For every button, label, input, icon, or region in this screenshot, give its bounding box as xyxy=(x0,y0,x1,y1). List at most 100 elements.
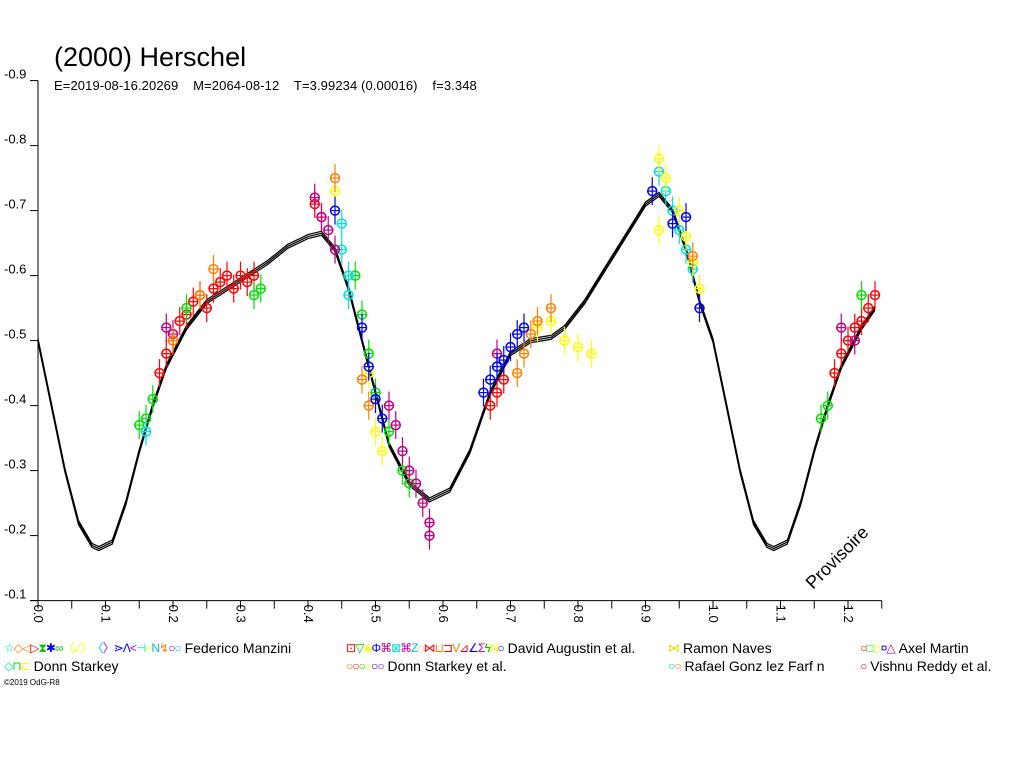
data-point xyxy=(680,231,692,242)
x-tick-label: 0.6 xyxy=(436,605,451,623)
legend-label: Rafael Gonz lez Farf n xyxy=(684,658,825,674)
data-point xyxy=(343,289,354,301)
model-curve xyxy=(37,191,876,552)
data-point xyxy=(248,289,260,301)
data-point xyxy=(694,283,705,294)
data-point xyxy=(849,335,860,346)
axes: -0.9 -0.8 -0.7 -0.6 -0.5 -0.4 -0.3 -0.2 -0.1 0.0 0… xyxy=(4,67,883,623)
data-point xyxy=(370,393,381,405)
data-series xyxy=(140,157,698,446)
data-point xyxy=(134,419,145,431)
data-point xyxy=(478,387,489,398)
x-tick-label: 1.2 xyxy=(841,605,856,623)
data-point xyxy=(370,426,381,437)
legend-marker-icon: ⋈ xyxy=(423,641,436,655)
data-point xyxy=(208,263,219,275)
legend-entry: ○ Vishnu Reddy et al. xyxy=(860,658,1020,674)
x-tick-label: 0.7 xyxy=(504,605,519,623)
legend-label: Donn Starkey xyxy=(33,658,119,674)
data-series xyxy=(161,183,860,550)
data-point xyxy=(836,322,847,333)
data-point xyxy=(404,465,415,476)
legend-marker-icon: ✱ xyxy=(45,641,56,655)
legend-marker-icon: ∞ xyxy=(54,641,64,655)
legend-symbols: ○ ○ xyxy=(668,658,682,674)
legend-marker-icon: ▽ xyxy=(355,641,364,655)
data-point xyxy=(417,497,428,509)
data-point xyxy=(363,361,374,372)
legend-marker-icon: N xyxy=(489,641,499,655)
legend-marker-icon: ○ xyxy=(358,659,366,673)
legend-marker-icon: Σ xyxy=(477,641,485,655)
data-point xyxy=(498,374,509,385)
data-point xyxy=(201,302,212,314)
data-point xyxy=(863,302,874,314)
legend-entry: ◇ ⊓ ⊏ Donn Starkey xyxy=(4,658,344,674)
data-point xyxy=(383,400,395,411)
data-point xyxy=(518,322,530,333)
data-point xyxy=(363,400,374,411)
legend-marker-icon: ○ xyxy=(174,641,181,655)
data-point xyxy=(512,367,523,379)
data-point xyxy=(856,289,867,301)
data-point xyxy=(309,192,320,203)
data-point xyxy=(424,530,435,541)
legend-label: David Augustin et al. xyxy=(507,640,636,656)
data-point xyxy=(255,283,266,294)
data-point xyxy=(647,185,658,197)
y-tick-label: -0.9 xyxy=(4,67,26,82)
data-point xyxy=(228,283,239,294)
data-point xyxy=(329,172,341,184)
data-point xyxy=(316,211,327,223)
legend-marker-icon: 〉 xyxy=(102,641,115,655)
data-point xyxy=(586,348,597,359)
legend: ☆ ◇◁ ▷ ⧗ ✱ ∞ 〈✓〉〈〉 ⋗Λ < ⊣ ⌐ N ↯ ○ ○ Federico Manzini ⊡ ▽ ◈… xyxy=(4,640,1020,674)
data-point xyxy=(167,335,179,346)
data-point xyxy=(869,289,881,301)
legend-marker-icon: ◇◁ xyxy=(13,641,31,655)
data-point xyxy=(235,270,246,281)
data-point xyxy=(208,283,219,294)
data-point xyxy=(221,270,233,281)
data-point xyxy=(559,335,570,346)
data-point xyxy=(829,367,840,379)
data-point xyxy=(680,211,692,223)
x-tick-label: 0.5 xyxy=(369,605,384,623)
legend-marker-icon: ⋈ xyxy=(668,641,680,655)
data-point xyxy=(512,328,523,340)
legend-marker-icon: ⌐ xyxy=(145,641,152,655)
legend-symbols: ☆ ◇◁ ▷ ⧗ ✱ ∞ 〈✓〉〈〉 ⋗Λ < ⊣ ⌐ N ↯ ○ ○ xyxy=(4,640,182,656)
x-tick-label: 0.2 xyxy=(166,605,181,623)
legend-marker-icon: ↯ xyxy=(159,641,169,655)
legend-marker-icon: △ xyxy=(886,641,895,655)
y-tick-label: -0.8 xyxy=(4,132,26,147)
y-tick-label: -0.4 xyxy=(4,392,26,407)
data-points xyxy=(134,144,881,550)
data-point xyxy=(485,374,496,385)
data-point xyxy=(390,419,401,431)
data-point xyxy=(154,367,165,379)
data-point xyxy=(815,413,827,424)
data-point xyxy=(856,315,867,327)
y-tick-label: -0.5 xyxy=(4,327,26,342)
x-tick-label: 0.9 xyxy=(639,605,654,623)
legend-label: Donn Starkey et al. xyxy=(387,658,507,674)
x-tick-label: 0.4 xyxy=(301,605,316,623)
legend-area: ☆ ◇◁ ▷ ⧗ ✱ ∞ 〈✓〉〈〉 ⋗Λ < ⊣ ⌐ N ↯ ○ ○ Federico Manzini ⊡ ▽ ◈… xyxy=(4,640,1020,688)
legend-marker-icon: ○ xyxy=(352,659,359,673)
data-point xyxy=(674,205,685,216)
legend-marker-icon: Φ xyxy=(371,641,382,655)
legend-marker-icon: ¤ xyxy=(880,641,888,655)
legend-entry: ○ ○ ○ ○ ○ ○ Donn Starkey et al. xyxy=(346,658,666,674)
data-point xyxy=(485,400,496,411)
data-point xyxy=(383,426,395,437)
data-point xyxy=(161,322,172,333)
legend-marker-icon: ⧗ xyxy=(38,641,47,655)
legend-marker-icon: ⋗Λ xyxy=(113,641,131,655)
legend-marker-icon: ○ xyxy=(364,659,372,673)
data-series xyxy=(167,164,698,420)
legend-marker-icon: V xyxy=(452,641,460,655)
data-point xyxy=(181,302,192,314)
